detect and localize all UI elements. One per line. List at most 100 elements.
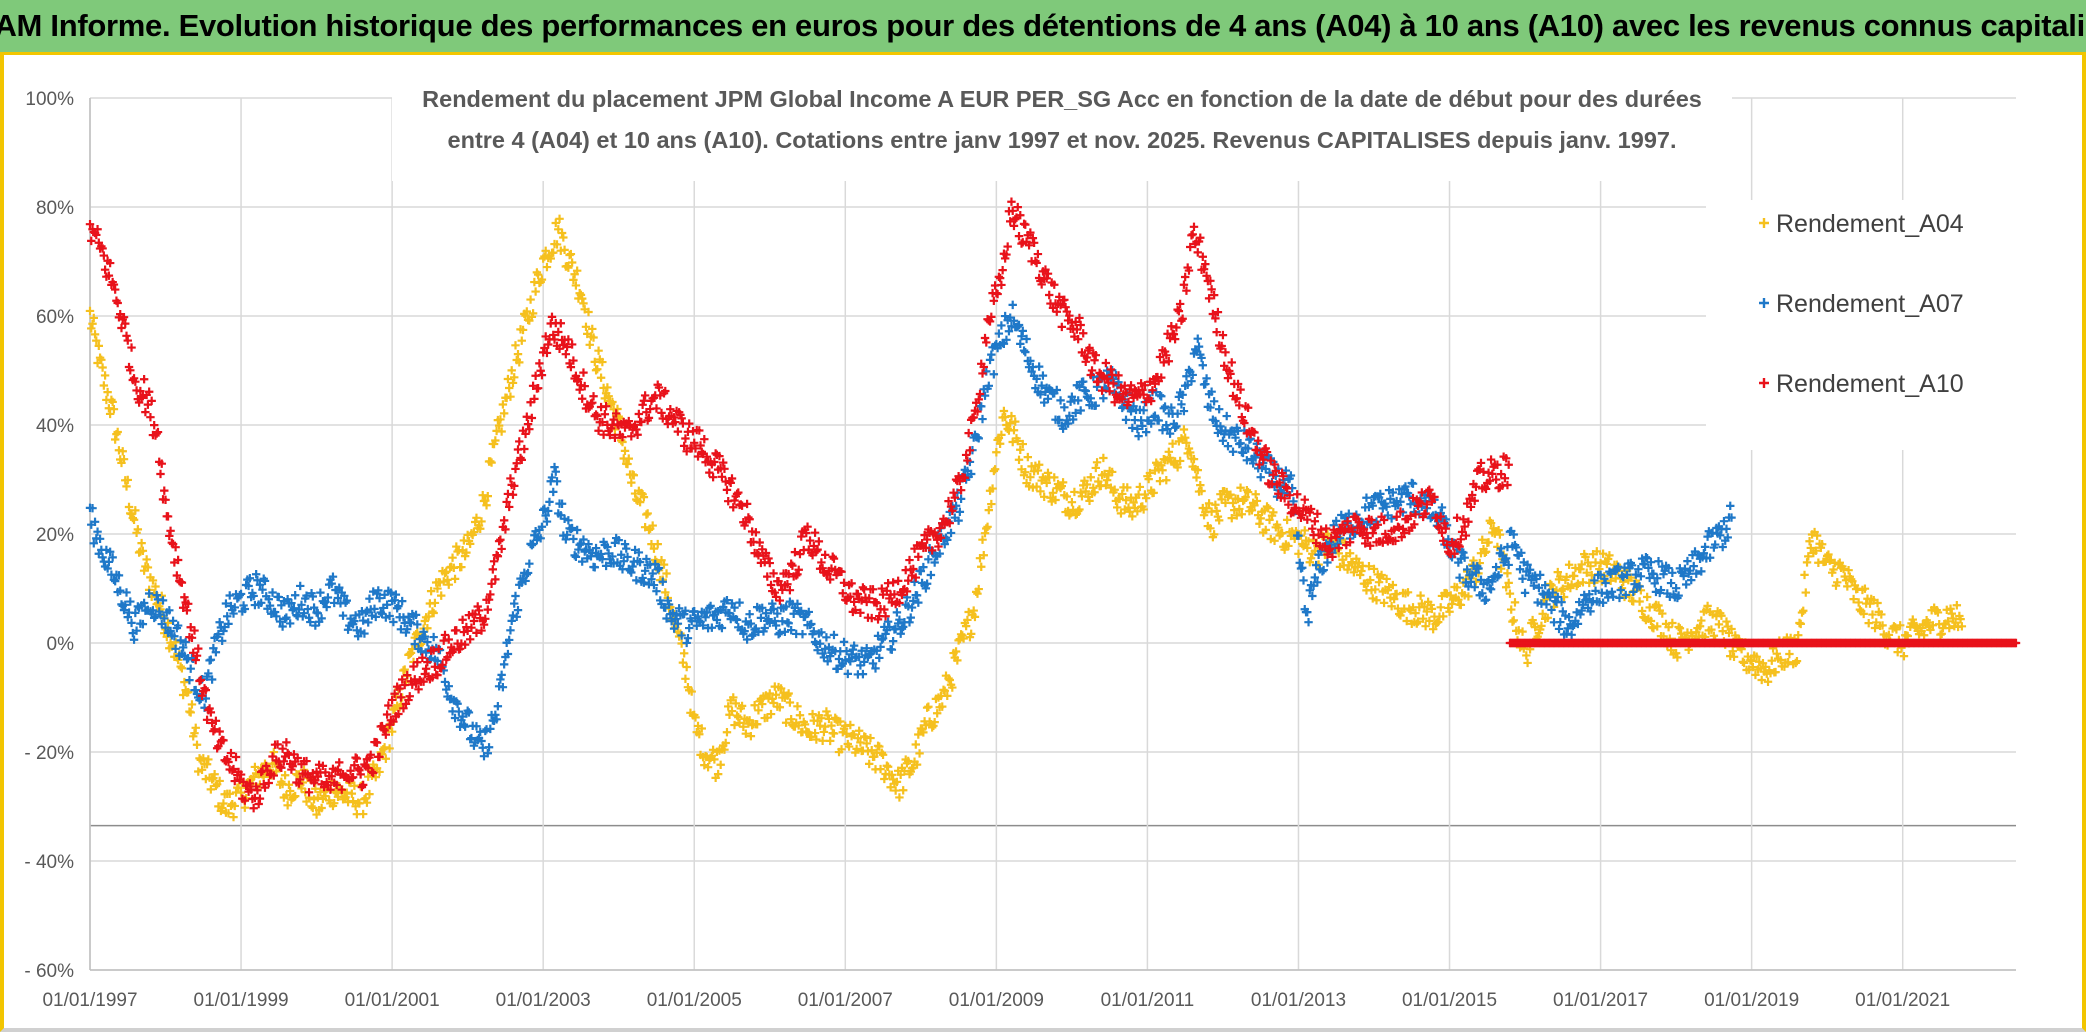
point-rendement-a10 [1060,295,1069,305]
point-rendement-a07 [1666,578,1676,588]
point-rendement-a04 [1658,609,1667,618]
point-rendement-a04 [186,708,195,717]
point-rendement-a10 [993,289,1002,299]
point-rendement-a04 [225,789,234,799]
point-rendement-a10 [566,362,576,372]
point-rendement-a04 [380,743,389,752]
point-rendement-a10 [722,485,732,495]
point-rendement-a07 [1554,624,1564,634]
point-rendement-a04 [1926,625,1935,635]
point-rendement-a04 [307,802,316,811]
point-rendement-a04 [1048,488,1058,498]
point-rendement-a10 [191,655,200,665]
point-rendement-a10 [921,543,931,552]
point-rendement-a07 [642,554,651,564]
point-rendement-a04 [578,294,587,303]
point-rendement-a07 [980,391,990,400]
point-rendement-a04 [1241,492,1250,502]
point-rendement-a04 [1388,580,1398,590]
point-rendement-a07 [804,607,813,617]
point-rendement-a10 [171,542,180,552]
point-rendement-a07 [695,616,704,625]
point-rendement-a07 [275,617,285,626]
point-rendement-a10 [637,417,646,427]
point-rendement-a07 [1079,377,1088,386]
point-rendement-a07 [1582,594,1591,604]
point-rendement-a10 [611,409,621,418]
point-rendement-a07 [1073,396,1083,405]
point-rendement-a04 [1893,647,1902,657]
point-rendement-a07 [1150,411,1160,420]
point-rendement-a10 [332,780,341,790]
point-rendement-a04 [177,664,187,673]
point-rendement-a10 [1422,500,1432,509]
point-rendement-a10 [257,767,266,777]
point-rendement-a10 [1169,330,1179,339]
point-rendement-a07 [1650,579,1659,588]
point-rendement-a07 [260,576,270,586]
point-rendement-a07 [1699,549,1709,558]
point-rendement-a04 [122,482,131,491]
point-rendement-a07 [706,601,715,611]
point-rendement-a10 [783,580,792,589]
point-rendement-a10 [249,804,258,813]
point-rendement-a04 [1377,570,1386,580]
point-rendement-a07 [477,736,486,746]
point-rendement-a07 [1719,516,1729,526]
point-rendement-a04 [1952,601,1962,610]
point-rendement-a04 [1484,538,1493,547]
point-rendement-a07 [829,630,839,640]
point-rendement-a10 [838,589,847,598]
point-rendement-a04 [1304,537,1313,546]
point-rendement-a07 [859,657,869,667]
point-rendement-a04 [1420,602,1429,611]
point-rendement-a04 [1454,595,1463,604]
point-rendement-a07 [132,626,141,635]
point-rendement-a07 [921,584,931,593]
point-rendement-a07 [440,677,450,687]
point-rendement-a07 [1718,542,1727,552]
point-rendement-a04 [308,803,318,813]
point-rendement-a07 [423,637,432,647]
point-rendement-a04 [1402,616,1411,626]
point-rendement-a04 [1135,482,1145,492]
point-rendement-a10 [1289,508,1298,517]
point-rendement-a10 [1464,517,1473,526]
point-rendement-a07 [1635,582,1644,591]
point-rendement-a10 [785,586,795,595]
point-rendement-a04 [1855,605,1865,614]
point-rendement-a07 [374,586,383,595]
point-rendement-a04 [727,706,737,716]
point-rendement-a10 [1157,373,1166,382]
point-rendement-a10 [1014,231,1024,241]
x-tick-label: 01/01/2005 [647,990,742,1011]
point-rendement-a04 [197,765,207,775]
point-rendement-a04 [1675,624,1685,633]
point-rendement-a10 [1086,370,1095,380]
point-rendement-a07 [195,695,204,705]
point-rendement-a10 [196,675,205,685]
point-rendement-a07 [1466,577,1476,587]
point-rendement-a10 [1017,239,1026,248]
point-rendement-a04 [724,702,733,711]
point-rendement-a04 [1945,623,1954,633]
point-rendement-a07 [287,598,296,608]
point-rendement-a07 [1382,502,1391,511]
point-rendement-a04 [819,727,829,737]
point-rendement-a04 [1092,458,1102,467]
point-rendement-a07 [601,561,611,571]
point-rendement-a07 [1388,488,1398,497]
point-rendement-a07 [843,669,853,679]
point-rendement-a10 [211,716,221,725]
point-rendement-a04 [1884,630,1894,640]
point-rendement-a10 [1250,428,1259,437]
y-tick-label: 80% [36,198,74,219]
point-rendement-a10 [277,763,286,772]
point-rendement-a07 [214,629,223,639]
point-rendement-a04 [1175,456,1185,466]
point-rendement-a07 [304,613,314,622]
point-rendement-a10 [696,441,705,450]
point-rendement-a10 [394,709,403,719]
point-rendement-a04 [590,357,599,367]
point-rendement-a10 [226,748,236,758]
